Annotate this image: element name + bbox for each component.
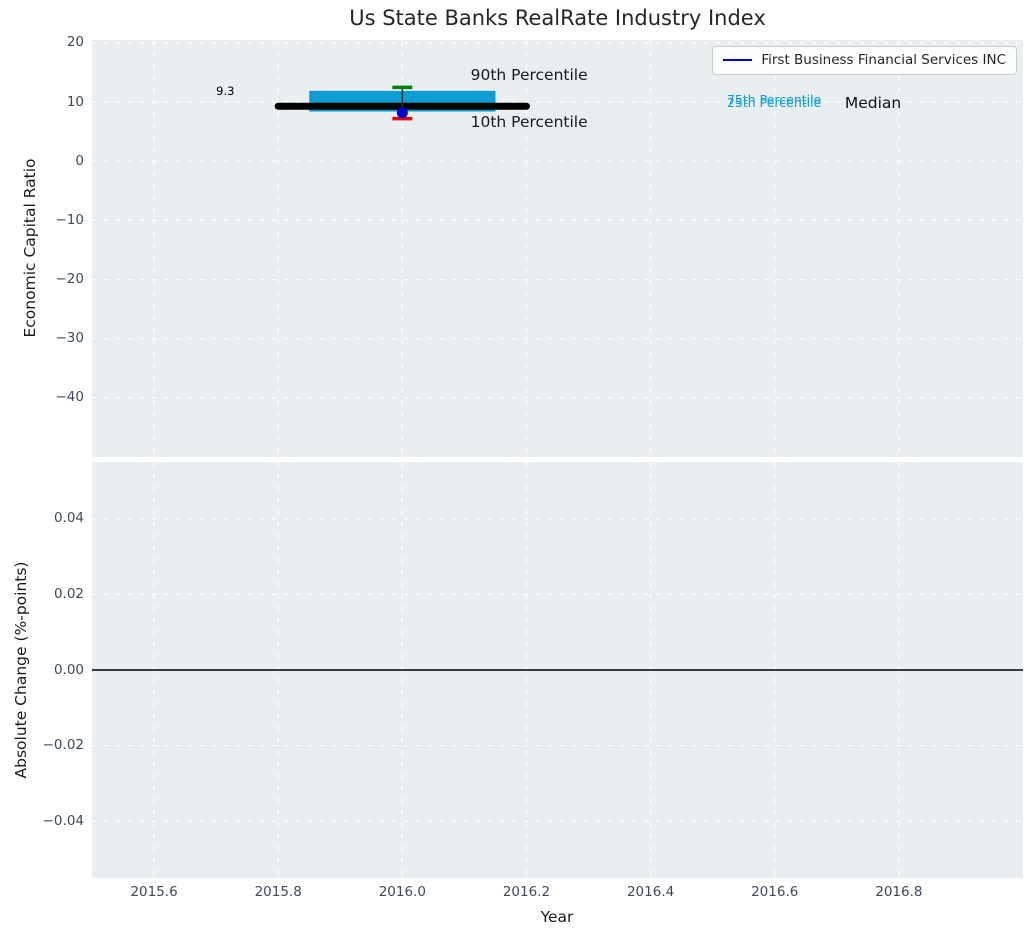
chart-title: Us State Banks RealRate Industry Index (349, 6, 766, 30)
axes-economic-capital-ratio: 9.3 90th Percentile 10th Percentile 75th Pe… (92, 40, 1023, 457)
legend-label: First Business Financial Services INC (761, 52, 1006, 68)
y-tick-label: 0 (75, 152, 84, 169)
y-tick-label: 0.04 (53, 510, 84, 527)
y-tick-label: −20 (55, 271, 85, 288)
plot-area-bottom (92, 462, 1023, 878)
y-tick-label: 10 (66, 93, 84, 110)
y-tick-label: 0.02 (53, 585, 84, 602)
x-tick-label: 2016.2 (502, 884, 551, 900)
x-axis-label: Year (540, 908, 574, 926)
y-tick-label: −0.02 (42, 737, 84, 754)
x-tick-label: 2015.8 (254, 884, 302, 900)
y-tick-label: −0.04 (42, 812, 84, 829)
y-tick-label: 20 (66, 34, 84, 51)
x-tick-label: 2016.8 (875, 884, 923, 900)
company-point-marker (396, 107, 408, 119)
y-tick-label: −10 (55, 211, 85, 228)
y-axis-label-top: Economic Capital Ratio (21, 158, 39, 338)
x-tick-label: 2016.4 (626, 884, 675, 900)
x-tick-label: 2016.0 (378, 884, 426, 900)
y-tick-label: −30 (55, 330, 85, 347)
legend-line-swatch (723, 59, 753, 62)
x-tick-label: 2016.6 (751, 884, 799, 900)
axes-absolute-change (92, 462, 1023, 878)
y-tick-label: −40 (55, 389, 85, 406)
legend: First Business Financial Services INC (712, 46, 1017, 75)
x-tick-label: 2015.6 (130, 884, 178, 900)
y-tick-label: 0.00 (53, 661, 84, 678)
plot-area-top (92, 40, 1023, 457)
